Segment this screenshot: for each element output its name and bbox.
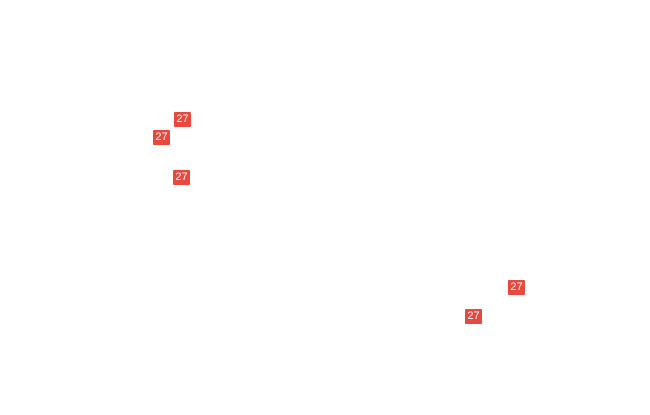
cluster-marker[interactable]: 27 [465, 309, 482, 324]
cluster-marker[interactable]: 27 [174, 112, 191, 127]
cluster-marker[interactable]: 27 [153, 130, 170, 145]
cluster-marker[interactable]: 27 [508, 280, 525, 295]
cluster-marker[interactable]: 27 [173, 170, 190, 185]
